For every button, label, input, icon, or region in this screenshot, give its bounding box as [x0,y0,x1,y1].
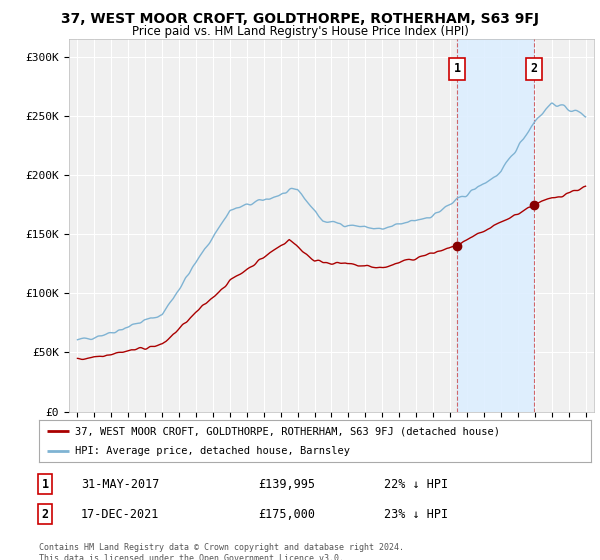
Text: 23% ↓ HPI: 23% ↓ HPI [384,507,448,521]
Text: 37, WEST MOOR CROFT, GOLDTHORPE, ROTHERHAM, S63 9FJ: 37, WEST MOOR CROFT, GOLDTHORPE, ROTHERH… [61,12,539,26]
Text: 31-MAY-2017: 31-MAY-2017 [81,478,160,491]
Text: £139,995: £139,995 [258,478,315,491]
Text: 1: 1 [454,63,461,76]
Text: 17-DEC-2021: 17-DEC-2021 [81,507,160,521]
Text: Contains HM Land Registry data © Crown copyright and database right 2024.
This d: Contains HM Land Registry data © Crown c… [39,543,404,560]
Text: £175,000: £175,000 [258,507,315,521]
Text: 2: 2 [41,507,49,521]
Text: HPI: Average price, detached house, Barnsley: HPI: Average price, detached house, Barn… [75,446,350,456]
Text: 2: 2 [530,63,538,76]
Text: 1: 1 [41,478,49,491]
Text: Price paid vs. HM Land Registry's House Price Index (HPI): Price paid vs. HM Land Registry's House … [131,25,469,38]
Text: 22% ↓ HPI: 22% ↓ HPI [384,478,448,491]
Text: 37, WEST MOOR CROFT, GOLDTHORPE, ROTHERHAM, S63 9FJ (detached house): 37, WEST MOOR CROFT, GOLDTHORPE, ROTHERH… [75,426,500,436]
Bar [457,39,534,412]
